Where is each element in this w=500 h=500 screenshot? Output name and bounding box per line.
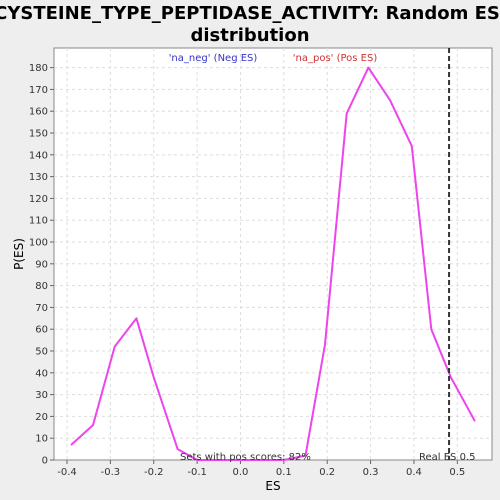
y-tick-label: 70	[35, 303, 48, 314]
y-axis-label: P(ES)	[12, 238, 26, 270]
data-point	[196, 459, 198, 461]
y-tick-label: 100	[29, 238, 48, 249]
x-tick-label: 0.5	[449, 467, 465, 478]
y-tick-label: 160	[29, 107, 48, 118]
data-point	[135, 317, 138, 320]
plot-area	[53, 47, 493, 461]
data-point	[324, 343, 326, 346]
data-point	[450, 376, 452, 378]
y-tick-label: 150	[29, 129, 48, 140]
y-tick-label: 110	[29, 216, 48, 227]
data-point	[430, 328, 433, 331]
chart-title-line2: distribution	[190, 25, 309, 46]
x-tick-label: -0.1	[187, 467, 207, 478]
data-point	[70, 443, 73, 446]
real-es-label: Real ES 0.5	[419, 452, 475, 463]
x-tick-label: 0.2	[319, 467, 335, 478]
y-tick-label: 60	[35, 325, 48, 336]
grid-lines	[54, 48, 492, 460]
data-point	[389, 99, 391, 102]
x-tick-label: -0.3	[101, 467, 121, 478]
x-axis-label: ES	[265, 479, 280, 493]
y-tick-label: 180	[29, 63, 48, 74]
y-tick-label: 130	[29, 172, 48, 183]
legend-neg-label: 'na_neg' (Neg ES)	[169, 53, 258, 64]
x-tick-label: -0.2	[144, 467, 164, 478]
x-tick-label: -0.4	[57, 467, 77, 478]
data-point	[473, 419, 476, 422]
y-tick-label: 0	[42, 456, 48, 467]
y-tick-label: 10	[35, 434, 48, 445]
x-tick-label: 0.4	[406, 467, 422, 478]
data-point	[261, 459, 263, 461]
pos-scores-annotation: Sets with pos scores: 82%	[180, 452, 311, 463]
y-tick-label: 30	[35, 390, 48, 401]
data-point	[239, 459, 242, 461]
y-tick-label: 140	[29, 150, 48, 161]
x-tick-label: 0.1	[276, 467, 292, 478]
y-tick-label: 40	[35, 368, 48, 379]
data-point	[410, 145, 413, 147]
data-point	[176, 448, 179, 450]
y-tick-label: 80	[35, 281, 48, 292]
x-tick-label: 0.3	[363, 467, 379, 478]
legend-pos-label: 'na_pos' (Pos ES)	[293, 53, 378, 64]
y-tick-label: 90	[35, 259, 48, 270]
y-tick-label: 20	[35, 412, 48, 423]
data-point	[367, 66, 370, 69]
data-point	[113, 345, 116, 348]
chart-title-line1: CYSTEINE_TYPE_PEPTIDASE_ACTIVITY: Random…	[0, 3, 500, 24]
axes: 0 10 20 30 40 50 60 70 80 90 100 110 120 130 140 150 160…	[29, 63, 465, 478]
series-layer	[70, 66, 476, 461]
x-tick-label: 0.0	[233, 467, 249, 478]
data-point	[92, 424, 94, 426]
y-tick-label: 120	[29, 194, 48, 205]
data-point	[152, 376, 155, 378]
data-point	[283, 459, 285, 461]
y-tick-label: 170	[29, 85, 48, 96]
data-point	[345, 112, 348, 115]
data-point	[304, 454, 307, 457]
es-distribution-line	[70, 66, 476, 461]
y-tick-label: 50	[35, 347, 48, 358]
data-point	[217, 459, 220, 461]
